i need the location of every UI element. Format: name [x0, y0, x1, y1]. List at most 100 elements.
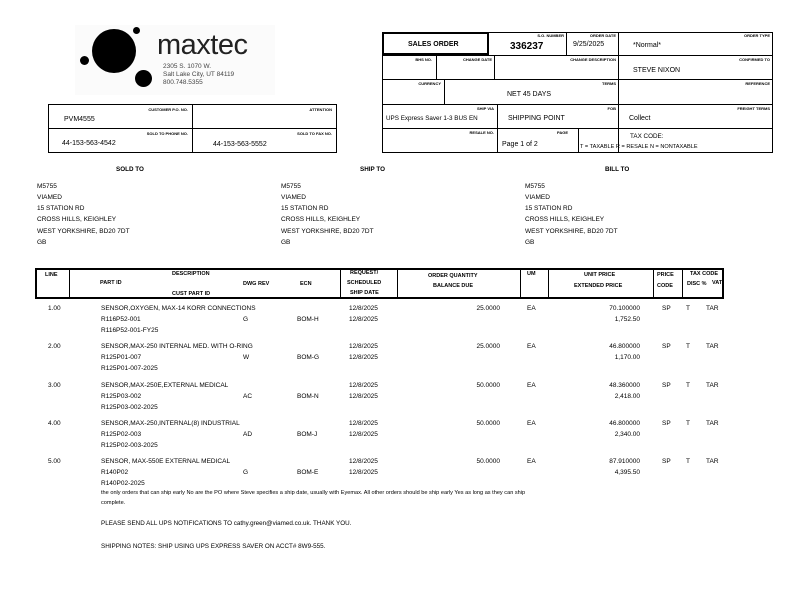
cell-ecn: BOM-E	[297, 469, 319, 477]
address-line: WEST YORKSHIRE, BD20 7DT	[281, 228, 374, 235]
cell-extended: 2,340.00	[614, 430, 640, 438]
address-line: CROSS HILLS, KEIGHLEY	[525, 216, 605, 223]
currency-label: CURRENCY	[418, 81, 441, 86]
cell-um: EA	[527, 343, 536, 351]
logo-small-circle-icon	[80, 56, 89, 65]
cell-dwg-rev: G	[243, 469, 249, 477]
resale-label: RESALE NO.	[469, 130, 494, 135]
order-type: *Normal*	[633, 42, 662, 49]
logo-small-circle-icon	[133, 27, 140, 34]
col-disc: DISC %	[687, 281, 707, 287]
cell-description: SENSOR,MAX-250 INTERNAL MED. WITH O-RING	[101, 343, 253, 351]
so-number: 336237	[510, 41, 544, 52]
cell-dwg-rev: G	[243, 316, 249, 323]
divider	[382, 55, 773, 56]
address-line: M5755	[37, 183, 57, 190]
phone-label: SOLD TO PHONE NO.	[146, 131, 188, 136]
cell-part-id: R125P02-003	[101, 430, 142, 438]
cell-qty: 50.0000	[476, 381, 501, 389]
order-date: 9/25/2025	[573, 41, 605, 48]
reference-label: REFERENCE	[745, 81, 770, 86]
address-title: SOLD TO	[116, 166, 144, 173]
address-line: WEST YORKSHIRE, BD20 7DT	[525, 228, 618, 235]
cell-line: 2.00	[48, 343, 61, 351]
cell-description: SENSOR,MAX-250,INTERNAL(8) INDUSTRIAL	[101, 419, 240, 427]
address-line: GB	[525, 239, 535, 246]
cell-um: EA	[527, 419, 536, 427]
table-header	[35, 268, 724, 299]
ship-via-label: SHIP VIA	[476, 106, 494, 111]
company-logo: maxtec 2305 S. 1070 W. Salt Lake City, U…	[75, 25, 275, 95]
fob: SHIPPING POINT	[508, 115, 565, 122]
cell-part-id: R125P01-007	[101, 354, 142, 362]
order-header-box	[382, 32, 773, 153]
col-ship-date: SHIP DATE	[350, 290, 379, 296]
cell-extended: 4,395.50	[614, 469, 640, 477]
so-number-label: S.O. NUMBER	[537, 33, 564, 38]
attention-label: ATTENTION	[309, 107, 332, 112]
cell-price-code: SP	[662, 419, 671, 427]
cell-um: EA	[527, 305, 536, 312]
col-dwg-rev: DWG REV	[243, 281, 270, 287]
address-line: WEST YORKSHIRE, BD20 7DT	[37, 228, 130, 235]
cell-price-code: SP	[662, 458, 671, 466]
note-shipping: SHIPPING NOTES: SHIP USING UPS EXPRESS S…	[101, 543, 326, 550]
tax-code-legend: T = TAXABLE R = RESALE N = NONTAXABLE	[580, 144, 698, 150]
cell-vat: TAR	[706, 419, 719, 427]
cell-unit-price: 48.360000	[609, 381, 640, 389]
address-line: M5755	[525, 183, 545, 190]
cell-request-date: 12/8/2025	[349, 419, 378, 427]
note-early-ship: the only orders that can ship early No a…	[101, 490, 526, 496]
terms-label: TERMS	[602, 81, 616, 86]
page-label: PAGE	[556, 130, 568, 135]
terms: NET 45 DAYS	[507, 91, 552, 98]
col-part-id: PART ID	[100, 280, 122, 286]
cell-unit-price: 70.100000	[609, 305, 640, 312]
cell-vat: TAR	[706, 343, 719, 351]
divider	[48, 128, 337, 129]
address-line: CROSS HILLS, KEIGHLEY	[37, 216, 117, 223]
col-unit-price: UNIT PRICE	[584, 272, 616, 278]
cell-qty: 50.0000	[476, 419, 501, 427]
change-desc-label: CHANGE DESCRIPTION	[570, 57, 616, 62]
divider	[382, 128, 773, 129]
col-um: UM	[527, 271, 536, 277]
col-line: LINE	[45, 272, 58, 278]
address-line: GB	[281, 239, 291, 246]
cell-cust-part-id: R125P01-007-2025	[101, 365, 158, 373]
cell-part-id: R125P03-002	[101, 392, 142, 400]
col-extended-price: EXTENDED PRICE	[574, 283, 623, 289]
cell-ship-date: 12/8/2025	[349, 430, 378, 438]
address-line: CROSS HILLS, KEIGHLEY	[281, 216, 361, 223]
address-line: VIAMED	[281, 194, 306, 201]
cell-tax: T	[686, 305, 690, 312]
tax-code-title: TAX CODE:	[630, 133, 664, 140]
divider	[382, 79, 773, 80]
page-number: Page 1 of 2	[502, 141, 538, 148]
order-date-label: ORDER DATE	[589, 33, 616, 38]
address-line: VIAMED	[525, 194, 550, 201]
bhs-label: BHS NO.	[415, 57, 432, 62]
cell-request-date: 12/8/2025	[349, 343, 378, 351]
logo-big-circle-icon	[92, 29, 136, 73]
cell-ecn: BOM-H	[297, 316, 319, 323]
col-order-qty: ORDER QUANTITY	[428, 273, 478, 279]
cell-extended: 1,170.00	[614, 354, 640, 362]
cell-ship-date: 12/8/2025	[349, 392, 378, 400]
cell-vat: TAR	[706, 458, 719, 466]
cell-ecn: BOM-J	[297, 430, 318, 438]
cell-extended: 2,418.00	[614, 392, 640, 400]
address-line: GB	[37, 239, 47, 246]
cell-part-id: R140P02	[101, 469, 129, 477]
company-city: Salt Lake City, UT 84119	[163, 71, 235, 78]
col-tax-code: TAX CODE	[690, 271, 719, 277]
phone-value: 44-153-563-4542	[62, 140, 116, 147]
cell-um: EA	[527, 381, 536, 389]
fob-label: FOB	[607, 106, 616, 111]
cell-unit-price: 46.800000	[609, 343, 640, 351]
cell-vat: TAR	[706, 305, 719, 312]
cell-um: EA	[527, 458, 536, 466]
cell-line: 4.00	[48, 419, 61, 427]
address-title: BILL TO	[605, 166, 630, 173]
